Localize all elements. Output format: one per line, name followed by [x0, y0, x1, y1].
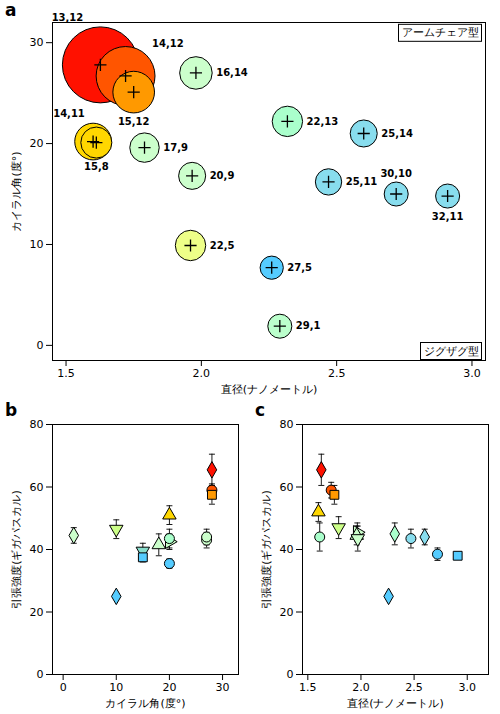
svg-text:0: 0 [60, 681, 67, 694]
svg-text:カイラル角(度°): カイラル角(度°) [10, 151, 23, 231]
svg-text:14,12: 14,12 [152, 38, 184, 49]
svg-text:2.0: 2.0 [193, 367, 211, 380]
svg-text:20,9: 20,9 [210, 170, 235, 181]
svg-text:22,5: 22,5 [210, 240, 235, 251]
svg-text:引張強度(ギガパスカル): 引張強度(ギガパスカル) [260, 490, 273, 609]
svg-text:20: 20 [280, 606, 294, 619]
svg-text:32,11: 32,11 [432, 211, 464, 222]
svg-text:30,10: 30,10 [380, 168, 412, 179]
svg-text:80: 80 [280, 418, 294, 431]
svg-text:0: 0 [287, 668, 294, 681]
svg-text:0: 0 [37, 668, 44, 681]
svg-text:22,13: 22,13 [307, 116, 339, 127]
html-text:a: a [5, 0, 17, 20]
svg-text:3.0: 3.0 [463, 367, 481, 380]
svg-text:20: 20 [30, 137, 44, 150]
svg-text:40: 40 [280, 543, 294, 556]
html-text:c: c [255, 400, 266, 420]
svg-text:2.5: 2.5 [328, 367, 346, 380]
svg-text:引張強度(ギガパスカル): 引張強度(ギガパスカル) [10, 490, 23, 609]
svg-text:60: 60 [30, 481, 44, 494]
svg-text:14,11: 14,11 [53, 108, 85, 119]
svg-text:40: 40 [30, 543, 44, 556]
svg-text:10: 10 [109, 681, 123, 694]
svg-text:60: 60 [280, 481, 294, 494]
svg-text:2.0: 2.0 [352, 681, 370, 694]
svg-text:29,1: 29,1 [296, 320, 321, 331]
svg-text:20: 20 [30, 606, 44, 619]
svg-text:直径(ナノメートル): 直径(ナノメートル) [347, 697, 444, 710]
svg-text:15,8: 15,8 [84, 161, 109, 172]
svg-text:30: 30 [216, 681, 230, 694]
svg-text:25,14: 25,14 [381, 128, 413, 139]
svg-text:17,9: 17,9 [163, 142, 188, 153]
html-text:b: b [5, 400, 18, 420]
svg-text:15,12: 15,12 [118, 116, 150, 127]
svg-text:直径(ナノメートル): 直径(ナノメートル) [221, 383, 318, 396]
svg-text:13,12: 13,12 [52, 12, 84, 23]
svg-text:1.5: 1.5 [299, 681, 317, 694]
svg-text:16,14: 16,14 [216, 67, 248, 78]
svg-text:27,5: 27,5 [287, 262, 312, 273]
svg-text:アームチェア型: アームチェア型 [402, 26, 479, 39]
svg-text:30: 30 [30, 36, 44, 49]
svg-text:80: 80 [30, 418, 44, 431]
svg-text:25,11: 25,11 [346, 176, 378, 187]
svg-text:ジグザグ型: ジグザグ型 [424, 345, 479, 358]
svg-text:カイラル角(度°): カイラル角(度°) [105, 697, 185, 710]
svg-text:3.0: 3.0 [458, 681, 476, 694]
svg-text:1.5: 1.5 [57, 367, 75, 380]
svg-text:20: 20 [162, 681, 176, 694]
svg-text:0: 0 [37, 339, 44, 352]
svg-text:2.5: 2.5 [405, 681, 423, 694]
svg-text:10: 10 [30, 238, 44, 251]
